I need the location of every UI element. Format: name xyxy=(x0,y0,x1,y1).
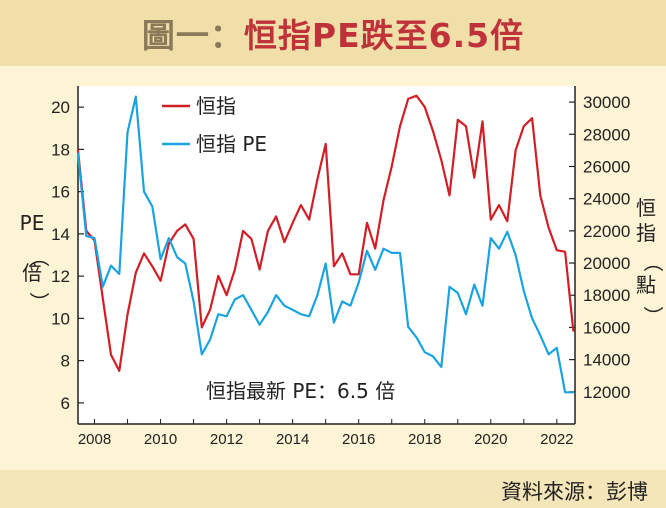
right-tick-label: 24000 xyxy=(583,190,630,209)
right-tick-label: 18000 xyxy=(583,286,630,305)
right-tick-label: 16000 xyxy=(583,318,630,337)
left-axis-ticks: 6 8 10 12 14 16 18 20 xyxy=(51,98,84,413)
source-bar: 資料來源：彭博 xyxy=(0,470,666,508)
x-tick-label: 2020 xyxy=(474,431,507,448)
left-tick-label: 14 xyxy=(51,225,70,244)
right-tick-label: 12000 xyxy=(583,383,630,402)
right-tick-label: 26000 xyxy=(583,157,630,176)
left-axis-label-unit: 倍 xyxy=(22,261,42,285)
x-tick-label: 2016 xyxy=(342,431,375,448)
title-bar: 圖一：恒指PE跌至6.5倍 xyxy=(0,0,666,66)
right-axis-label-unit: 點 xyxy=(636,273,656,297)
left-tick-label: 8 xyxy=(61,352,70,371)
left-tick-label: 18 xyxy=(51,140,70,159)
title-main: 恒指PE跌至6.5倍 xyxy=(243,16,525,55)
left-axis-label-paren-close: ） xyxy=(27,292,51,312)
chart-title: 圖一：恒指PE跌至6.5倍 xyxy=(142,9,524,57)
left-tick-label: 12 xyxy=(51,267,70,286)
x-tick-label: 2012 xyxy=(210,431,243,448)
series-layer xyxy=(76,94,575,394)
right-tick-label: 20000 xyxy=(583,254,630,273)
pe-line xyxy=(76,95,575,394)
left-tick-label: 10 xyxy=(51,309,70,328)
x-tick-label: 2014 xyxy=(276,431,309,448)
right-axis-label-line2: 指 xyxy=(636,221,656,245)
x-tick-label: 2008 xyxy=(78,431,111,448)
left-axis-label-paren-open: （ xyxy=(27,247,51,267)
legend: 恒指 恒指 PE xyxy=(162,94,267,156)
title-prefix: 圖一： xyxy=(141,16,244,55)
source-text: 資料來源：彭博 xyxy=(501,480,648,504)
chart: 6 8 10 12 14 16 18 20 12000 14000 16000 18000 20000… xyxy=(20,86,665,448)
right-axis-label-paren-close: ） xyxy=(641,306,665,326)
plot-area xyxy=(78,86,575,424)
legend-label-pe: 恒指 PE xyxy=(196,132,267,156)
left-tick-label: 20 xyxy=(51,98,70,117)
latest-pe-note: 恒指最新 PE：6.5 倍 xyxy=(206,379,395,403)
x-tick-label: 2010 xyxy=(144,431,177,448)
legend-label-hsi: 恒指 xyxy=(196,94,236,118)
x-tick-label: 2018 xyxy=(408,431,441,448)
left-tick-label: 6 xyxy=(61,394,70,413)
right-tick-label: 22000 xyxy=(583,222,630,241)
x-axis-ticks: 2008 2010 2012 2014 2016 2018 2020 2022 xyxy=(78,419,574,448)
right-axis-label-paren-open: （ xyxy=(641,252,665,272)
x-tick-label: 2022 xyxy=(540,431,573,448)
right-axis-ticks: 12000 14000 16000 18000 20000 22000 24000 26000… xyxy=(569,93,630,402)
left-axis-label-top: PE xyxy=(20,211,45,235)
right-axis-label-line1: 恒 xyxy=(636,196,656,220)
right-tick-label: 14000 xyxy=(583,351,630,370)
left-tick-label: 16 xyxy=(51,183,70,202)
right-tick-label: 28000 xyxy=(583,125,630,144)
hsi-line xyxy=(76,94,575,372)
right-tick-label: 30000 xyxy=(583,93,630,112)
